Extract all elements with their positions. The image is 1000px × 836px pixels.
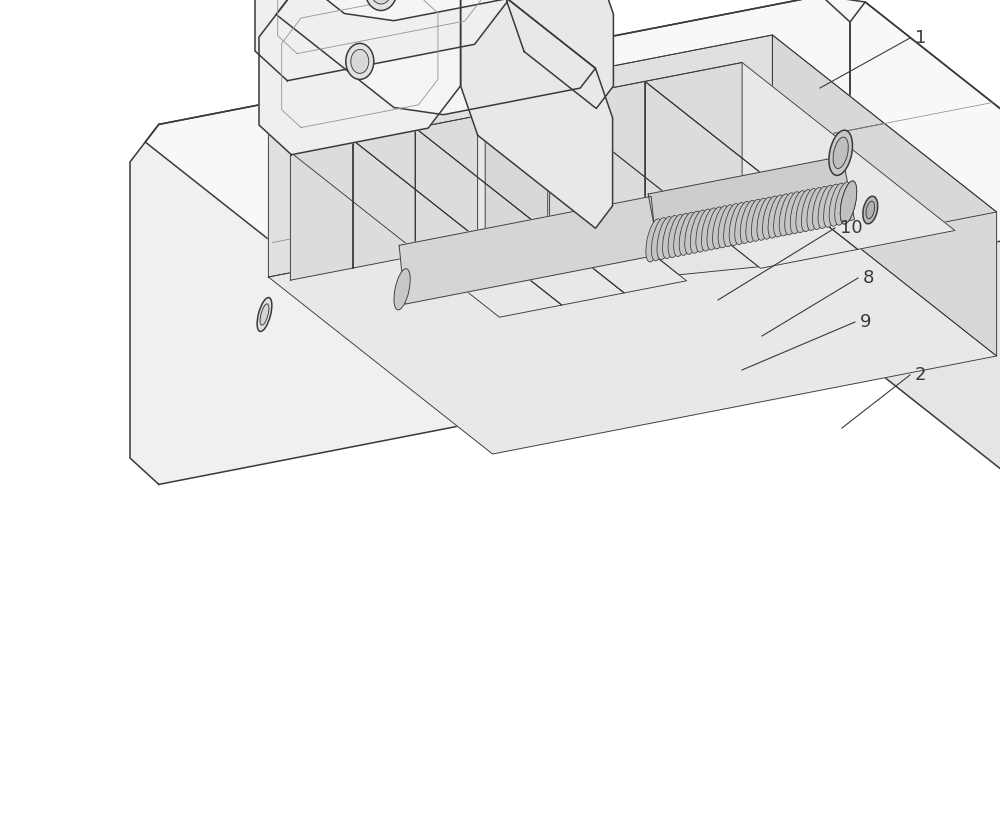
Polygon shape bbox=[772, 35, 997, 356]
Ellipse shape bbox=[729, 202, 746, 246]
Ellipse shape bbox=[674, 213, 690, 257]
Polygon shape bbox=[353, 128, 415, 268]
Text: 10: 10 bbox=[840, 219, 863, 237]
Polygon shape bbox=[353, 128, 624, 305]
Text: 2: 2 bbox=[915, 366, 926, 384]
Polygon shape bbox=[485, 102, 550, 250]
Ellipse shape bbox=[685, 212, 701, 254]
Ellipse shape bbox=[840, 181, 857, 224]
Ellipse shape bbox=[829, 183, 846, 227]
Ellipse shape bbox=[260, 303, 269, 325]
Ellipse shape bbox=[768, 195, 785, 238]
Polygon shape bbox=[268, 35, 772, 277]
Ellipse shape bbox=[835, 182, 851, 225]
Ellipse shape bbox=[646, 219, 662, 262]
Ellipse shape bbox=[779, 193, 796, 236]
Ellipse shape bbox=[812, 186, 829, 229]
Ellipse shape bbox=[257, 298, 272, 332]
Ellipse shape bbox=[818, 186, 835, 228]
Ellipse shape bbox=[807, 187, 823, 231]
Ellipse shape bbox=[751, 198, 768, 242]
Ellipse shape bbox=[840, 181, 857, 224]
Polygon shape bbox=[548, 81, 645, 228]
Ellipse shape bbox=[801, 188, 818, 232]
Ellipse shape bbox=[757, 197, 773, 240]
Ellipse shape bbox=[651, 217, 668, 261]
Ellipse shape bbox=[863, 196, 878, 224]
Ellipse shape bbox=[701, 208, 718, 251]
Polygon shape bbox=[648, 156, 854, 257]
Polygon shape bbox=[268, 179, 997, 454]
Ellipse shape bbox=[394, 268, 410, 310]
Polygon shape bbox=[145, 0, 1000, 349]
Polygon shape bbox=[548, 81, 858, 268]
Text: 8: 8 bbox=[863, 269, 874, 287]
Ellipse shape bbox=[833, 137, 848, 169]
Polygon shape bbox=[645, 63, 955, 249]
Polygon shape bbox=[255, 0, 507, 81]
Ellipse shape bbox=[746, 199, 762, 242]
Polygon shape bbox=[461, 0, 613, 228]
Polygon shape bbox=[415, 116, 478, 256]
Ellipse shape bbox=[713, 206, 729, 249]
Ellipse shape bbox=[365, 0, 397, 11]
Ellipse shape bbox=[657, 217, 673, 260]
Ellipse shape bbox=[796, 190, 812, 232]
Ellipse shape bbox=[785, 191, 801, 235]
Polygon shape bbox=[268, 35, 997, 310]
Ellipse shape bbox=[824, 184, 840, 227]
Text: 1: 1 bbox=[915, 29, 926, 47]
Ellipse shape bbox=[351, 49, 369, 74]
Ellipse shape bbox=[690, 210, 707, 253]
Polygon shape bbox=[290, 140, 353, 280]
Ellipse shape bbox=[696, 209, 712, 252]
Ellipse shape bbox=[790, 191, 807, 234]
Polygon shape bbox=[507, 0, 613, 109]
Polygon shape bbox=[645, 63, 742, 209]
Ellipse shape bbox=[346, 43, 374, 79]
Polygon shape bbox=[399, 196, 657, 304]
Ellipse shape bbox=[740, 201, 757, 243]
Polygon shape bbox=[276, 0, 596, 115]
Ellipse shape bbox=[763, 196, 779, 239]
Ellipse shape bbox=[866, 201, 875, 219]
Ellipse shape bbox=[774, 194, 790, 237]
Text: 9: 9 bbox=[860, 313, 872, 331]
Polygon shape bbox=[415, 116, 687, 293]
Ellipse shape bbox=[707, 206, 723, 250]
Polygon shape bbox=[850, 2, 1000, 563]
Ellipse shape bbox=[663, 216, 679, 258]
Polygon shape bbox=[259, 0, 461, 155]
Ellipse shape bbox=[735, 201, 751, 245]
Ellipse shape bbox=[718, 205, 735, 247]
Ellipse shape bbox=[724, 204, 740, 247]
Ellipse shape bbox=[370, 0, 392, 4]
Polygon shape bbox=[130, 0, 850, 484]
Polygon shape bbox=[290, 140, 562, 317]
Polygon shape bbox=[272, 0, 596, 21]
Polygon shape bbox=[485, 102, 759, 275]
Ellipse shape bbox=[829, 130, 852, 176]
Ellipse shape bbox=[668, 214, 685, 257]
Ellipse shape bbox=[679, 212, 696, 255]
